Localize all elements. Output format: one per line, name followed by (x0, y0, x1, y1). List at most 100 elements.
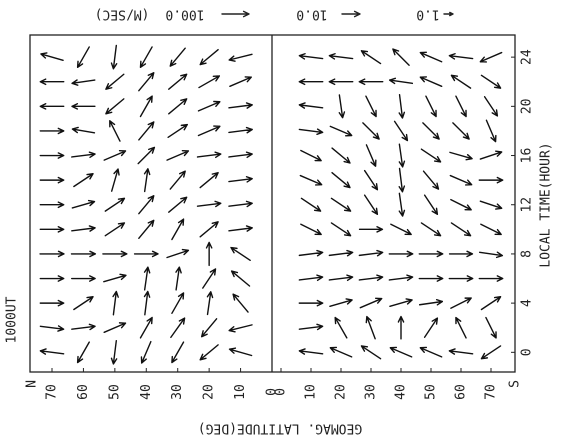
wind-vector (479, 51, 503, 63)
wind-vector (175, 266, 182, 291)
wind-vector (71, 126, 96, 134)
wind-vector (479, 200, 503, 210)
wind-vector (140, 340, 152, 364)
wind-vector (298, 53, 324, 60)
wind-vector (450, 198, 472, 211)
wind-vector (138, 121, 155, 141)
wind-vector (71, 275, 96, 282)
y-tick-label: 0 (520, 348, 535, 356)
x-tick-label: 60 (76, 384, 91, 400)
wind-vector (338, 94, 346, 119)
wind-vector (365, 95, 377, 118)
wind-vector (105, 73, 125, 90)
wind-vector (330, 222, 352, 237)
wind-vector (166, 149, 190, 161)
y-tick-label: 4 (520, 299, 535, 307)
x-tick-label: 50 (107, 384, 122, 400)
wind-vector (363, 194, 379, 216)
wind-vector (480, 223, 502, 236)
wind-vector (39, 103, 65, 110)
wind-vector (139, 316, 153, 339)
x-tick-label: 70 (484, 384, 499, 400)
wind-vector (388, 250, 414, 258)
wind-vector (485, 119, 497, 143)
wind-vector (389, 346, 413, 358)
wind-vector (358, 249, 384, 257)
x-tick-label: 40 (139, 384, 154, 400)
wind-vector (39, 176, 65, 184)
scale-unit: (M/SEC) (95, 7, 150, 22)
wind-vector (110, 168, 120, 192)
wind-vector (39, 226, 65, 233)
wind-vector (298, 249, 324, 257)
wind-vector (478, 176, 504, 184)
wind-vector (39, 152, 65, 159)
wind-vector (76, 341, 90, 364)
wind-vector (143, 266, 151, 291)
wind-vector (359, 297, 383, 309)
wind-vector (390, 223, 412, 236)
wind-vector (450, 74, 472, 89)
wind-vector (423, 194, 439, 216)
scale-arrow (221, 10, 250, 18)
wind-vector (168, 196, 188, 213)
wind-vector (388, 77, 414, 85)
wind-vector (360, 50, 382, 65)
wind-vector (230, 246, 251, 262)
wind-vector (39, 275, 65, 282)
scale-label: 1.0 (416, 7, 439, 22)
wind-vector (480, 296, 502, 311)
wind-vector (39, 201, 65, 209)
wind-vector (228, 225, 253, 232)
wind-vector (362, 122, 380, 140)
time-annotation: 1000UT (5, 296, 20, 343)
wind-vector (449, 151, 473, 161)
wind-vector (329, 298, 353, 307)
x-tick-label: 50 (424, 384, 439, 400)
wind-vector (143, 290, 151, 316)
wind-vector (71, 79, 96, 86)
wind-vector (298, 274, 324, 282)
wind-vector (71, 103, 96, 110)
wind-vector (420, 222, 442, 237)
wind-vector (139, 46, 153, 69)
wind-vector (425, 95, 437, 118)
wind-vector (419, 76, 443, 88)
wind-vector (73, 173, 94, 188)
wind-vector (71, 323, 96, 331)
x-tick-label: 10 (304, 384, 319, 400)
wind-vector (138, 195, 155, 215)
wind-vector (139, 95, 153, 118)
wind-vector (298, 102, 324, 109)
wind-vector (328, 78, 354, 86)
wind-vector (398, 192, 406, 217)
wind-vector (298, 348, 324, 355)
wind-vector (138, 72, 155, 92)
wind-vector (334, 316, 348, 339)
wind-vector (205, 241, 213, 267)
wind-vector (171, 218, 185, 241)
wind-vector (70, 250, 97, 258)
wind-vector (329, 125, 353, 137)
wind-vector (196, 200, 222, 208)
wind-vector (448, 348, 474, 355)
wind-vector (388, 274, 414, 282)
wind-vector (168, 98, 188, 115)
wind-vector (171, 341, 185, 364)
wind-vector (39, 325, 65, 332)
wind-vector (455, 316, 467, 339)
wind-vector (228, 176, 253, 183)
wind-vector (455, 95, 467, 118)
scale-label: 10.0 (296, 7, 327, 22)
wind-vector (422, 170, 440, 190)
wind-vector (103, 149, 127, 161)
wind-vector (419, 51, 443, 63)
wind-vector (138, 219, 155, 239)
wind-vector (199, 344, 219, 361)
wind-vector (71, 151, 96, 159)
wind-vector (166, 248, 190, 259)
y-tick-label: 16 (520, 148, 535, 164)
wind-vector (103, 322, 127, 333)
wind-vector (328, 274, 354, 282)
